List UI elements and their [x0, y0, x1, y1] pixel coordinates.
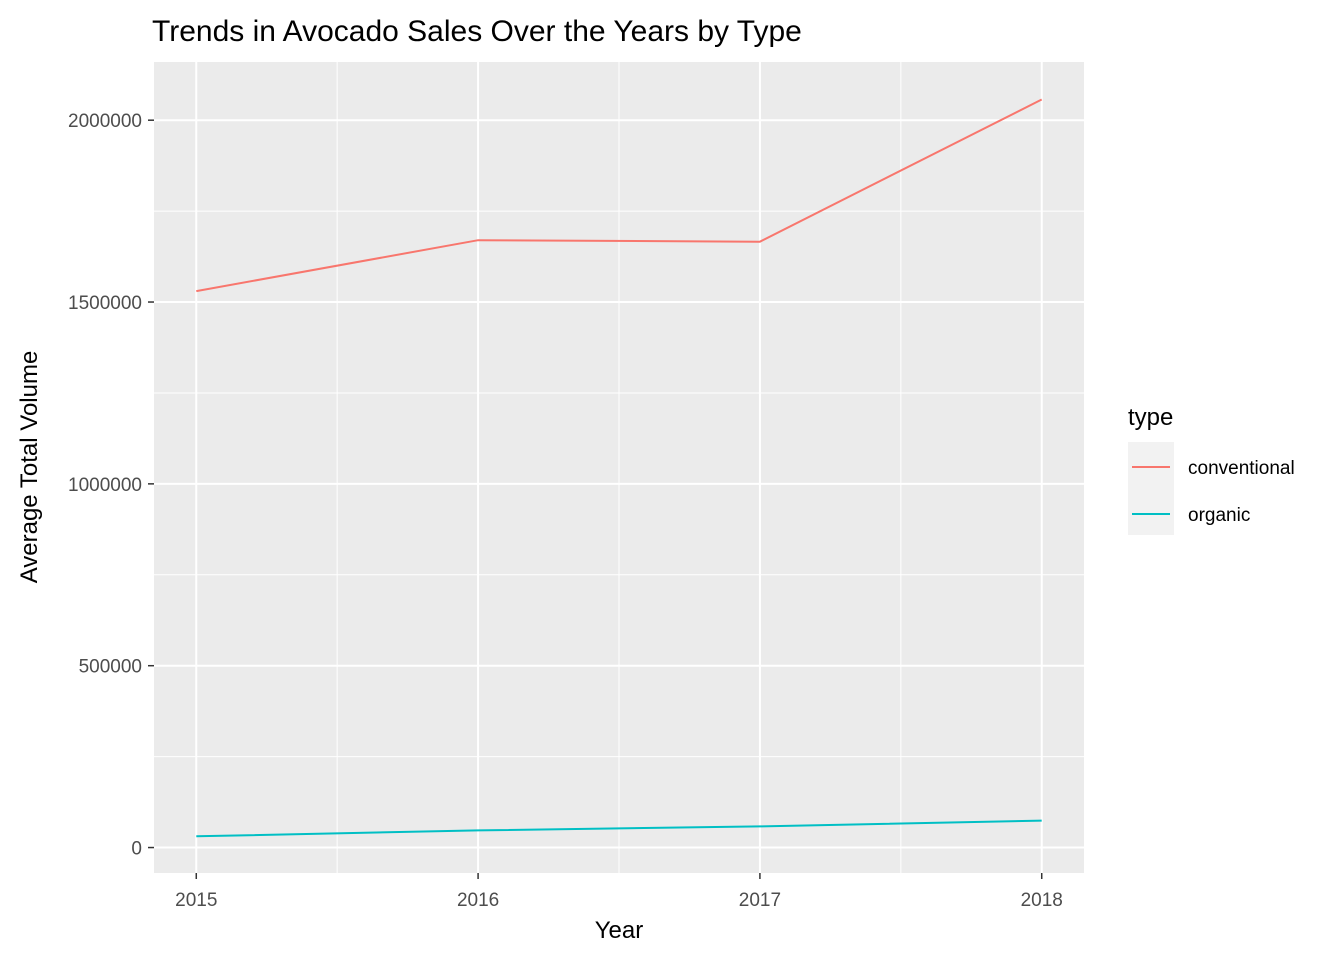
- legend-label-conventional: conventional: [1188, 458, 1295, 479]
- legend-key-background: [1128, 442, 1174, 535]
- legend-label-organic: organic: [1188, 505, 1250, 526]
- y-axis: 0 500000 1000000 1500000 2000000: [68, 111, 154, 860]
- x-tick-label: 2016: [457, 890, 499, 911]
- x-axis-title: Year: [595, 917, 644, 944]
- legend-items: conventional organic: [1132, 458, 1295, 526]
- series-lines: [196, 98, 1043, 838]
- chart-title: Trends in Avocado Sales Over the Years b…: [152, 15, 802, 48]
- series-line-conventional: [196, 98, 1043, 293]
- major-gridlines: [154, 62, 1084, 873]
- y-tick-label: 2000000: [68, 111, 142, 132]
- series-line-organic: [196, 819, 1042, 838]
- legend-title: type: [1128, 404, 1173, 431]
- y-tick-label: 500000: [79, 657, 142, 678]
- y-tick-label: 1500000: [68, 293, 142, 314]
- minor-gridlines: [154, 62, 1084, 873]
- y-axis-title: Average Total Volume: [16, 351, 43, 584]
- x-tick-label: 2017: [739, 890, 781, 911]
- legend: type conventional organic: [1128, 404, 1295, 535]
- x-axis: 2015 2016 2017 2018: [175, 873, 1063, 911]
- x-tick-label: 2015: [175, 890, 217, 911]
- x-tick-label: 2018: [1021, 890, 1063, 911]
- y-tick-label: 1000000: [68, 475, 142, 496]
- y-tick-label: 0: [131, 839, 142, 860]
